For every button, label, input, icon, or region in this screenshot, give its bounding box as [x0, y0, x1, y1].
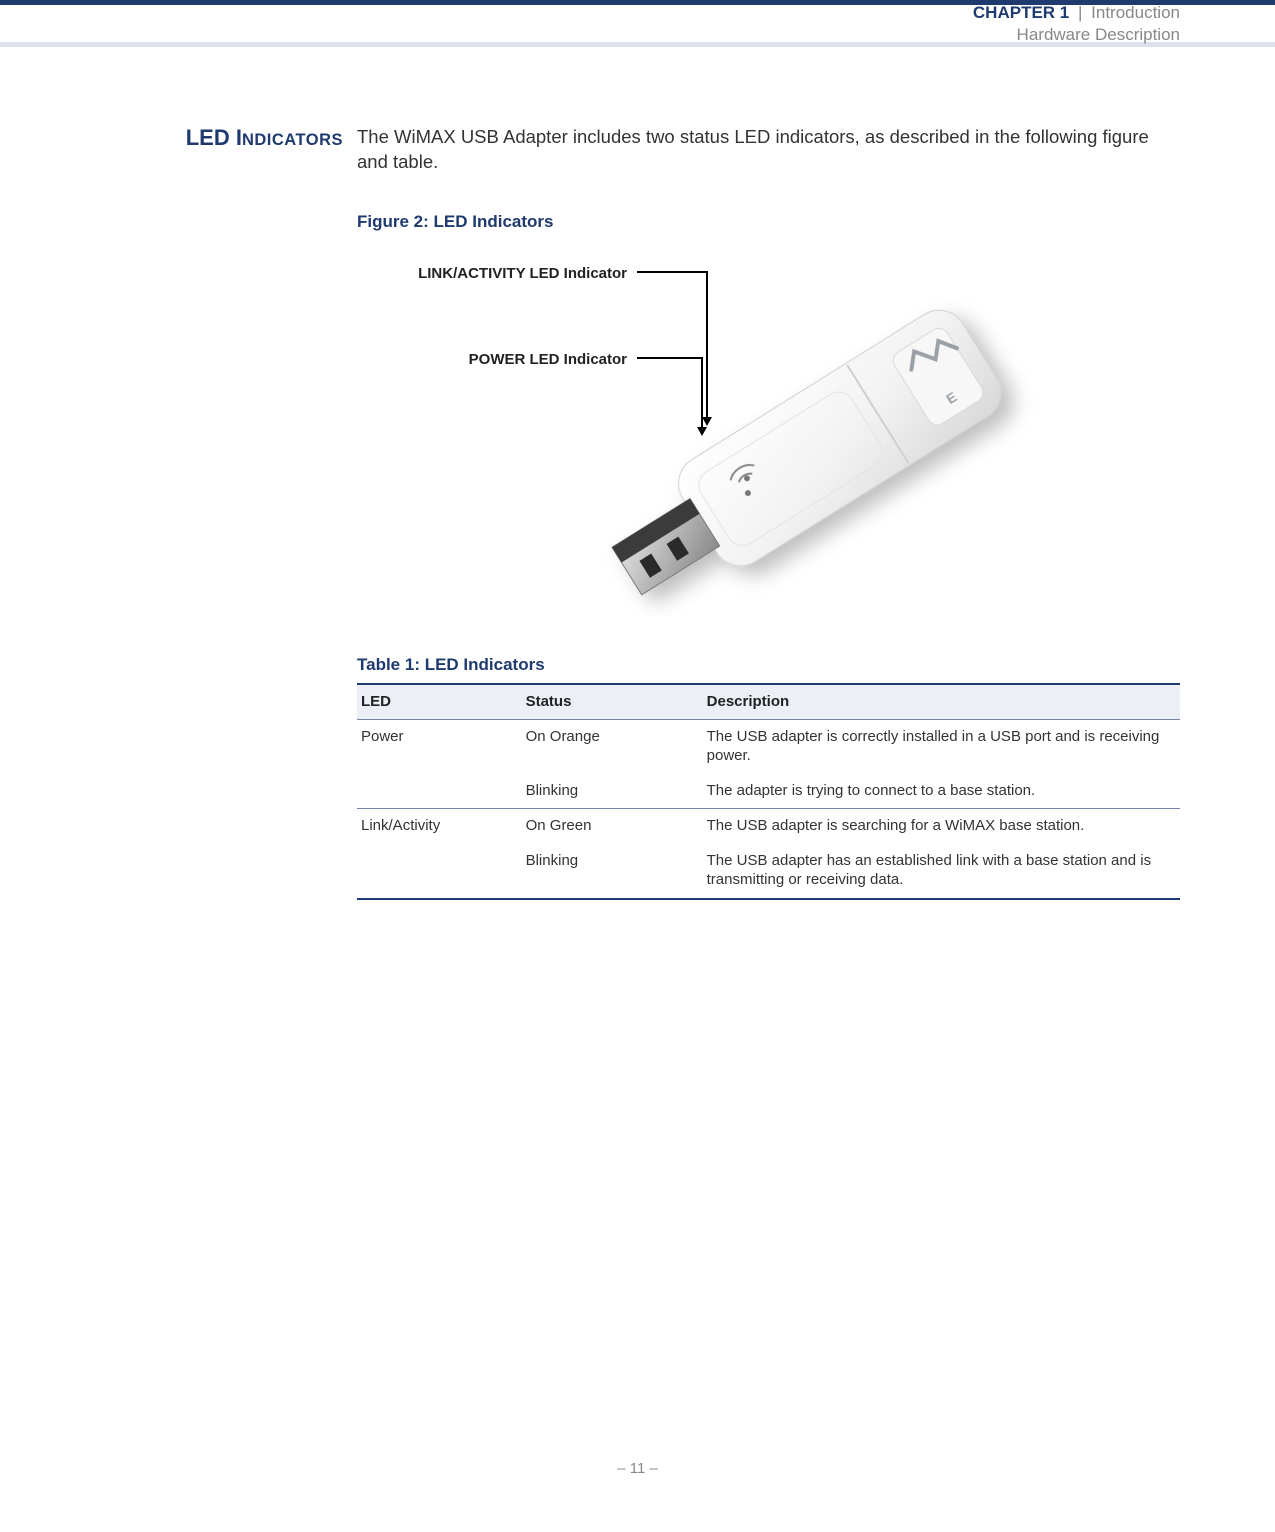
- table-row: PowerOn OrangeThe USB adapter is correct…: [357, 720, 1180, 774]
- chapter-subheader: Hardware Description: [973, 24, 1180, 45]
- chapter-separator: |: [1078, 3, 1082, 22]
- table-caption: Table 1: LED Indicators: [357, 654, 1180, 677]
- col-header-status: Status: [522, 684, 703, 720]
- cell-status: Blinking: [522, 844, 703, 899]
- table-row: BlinkingThe adapter is trying to connect…: [357, 774, 1180, 809]
- col-header-led: LED: [357, 684, 522, 720]
- side-heading-rest: NDICATORS: [242, 131, 343, 149]
- cell-status: On Green: [522, 809, 703, 844]
- usb-adapter-illustration: E: [567, 276, 1087, 616]
- table-header-row: LED Status Description: [357, 684, 1180, 720]
- cell-led: [357, 844, 522, 899]
- side-heading: LED INDICATORS: [165, 125, 357, 900]
- cell-status: Blinking: [522, 774, 703, 809]
- section-row: LED INDICATORS The WiMAX USB Adapter inc…: [165, 125, 1180, 900]
- table-row: BlinkingThe USB adapter has an establish…: [357, 844, 1180, 899]
- header-line1: CHAPTER 1 | Introduction: [973, 2, 1180, 23]
- col-header-description: Description: [703, 684, 1180, 720]
- side-heading-big: LED I: [186, 125, 242, 150]
- chapter-label: CHAPTER 1: [973, 3, 1069, 22]
- cell-desc: The USB adapter is searching for a WiMAX…: [703, 809, 1180, 844]
- figure-caption: Figure 2: LED Indicators: [357, 211, 1180, 234]
- page-footer: – 11 –: [0, 1460, 1275, 1495]
- content: LED INDICATORS The WiMAX USB Adapter inc…: [0, 47, 1275, 900]
- intro-paragraph: The WiMAX USB Adapter includes two statu…: [357, 125, 1180, 175]
- chapter-name: Introduction: [1091, 3, 1180, 22]
- body-column: The WiMAX USB Adapter includes two statu…: [357, 125, 1180, 900]
- led-table: LED Status Description PowerOn OrangeThe…: [357, 683, 1180, 900]
- page-header: CHAPTER 1 | Introduction Hardware Descri…: [0, 5, 1275, 47]
- cell-desc: The USB adapter has an established link …: [703, 844, 1180, 899]
- cell-led: [357, 774, 522, 809]
- cell-desc: The USB adapter is correctly installed i…: [703, 720, 1180, 774]
- cell-led: Link/Activity: [357, 809, 522, 844]
- leader-line-1h: [637, 271, 707, 273]
- table-row: Link/ActivityOn GreenThe USB adapter is …: [357, 809, 1180, 844]
- cell-led: Power: [357, 720, 522, 774]
- header-text: CHAPTER 1 | Introduction Hardware Descri…: [973, 2, 1180, 45]
- cell-status: On Orange: [522, 720, 703, 774]
- figure-diagram: LINK/ACTIVITY LED Indicator POWER LED In…: [357, 256, 1180, 626]
- cell-desc: The adapter is trying to connect to a ba…: [703, 774, 1180, 809]
- page-number: – 11 –: [617, 1460, 658, 1477]
